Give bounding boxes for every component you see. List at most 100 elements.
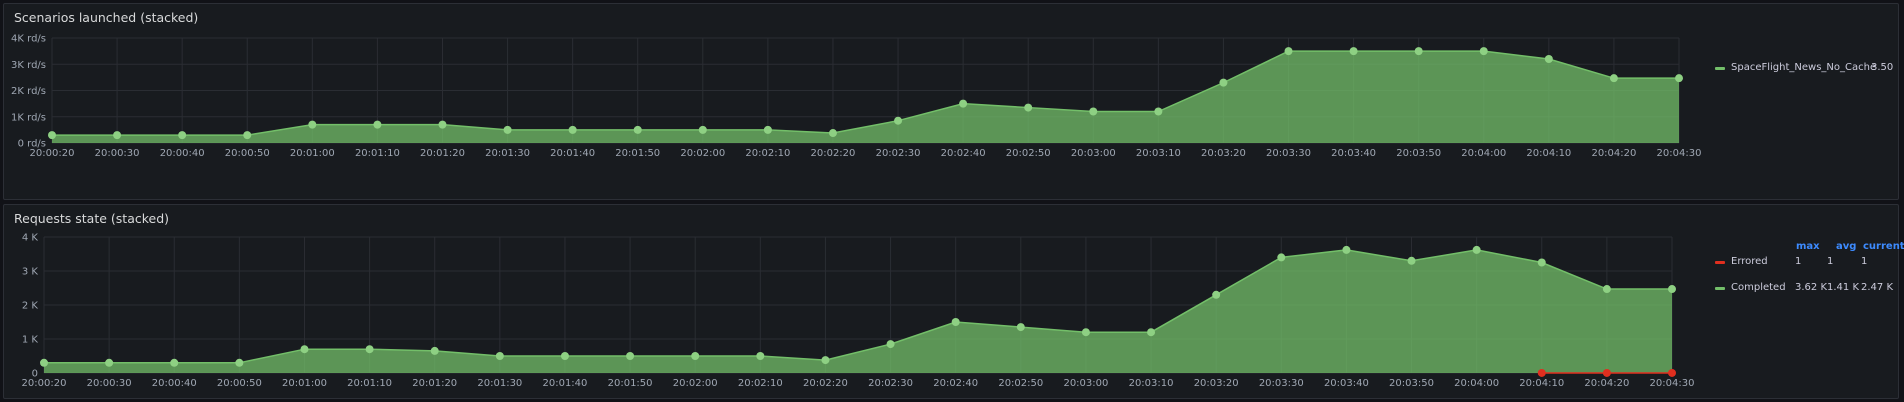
data-point [308, 120, 317, 129]
panel-title[interactable]: Scenarios launched (stacked) [14, 10, 199, 25]
x-tick-label: 20:00:50 [217, 378, 262, 389]
data-point [1147, 328, 1156, 337]
data-point [1016, 323, 1025, 332]
x-tick-label: 20:04:10 [1526, 148, 1571, 159]
data-point [698, 125, 707, 134]
legend-swatch [1715, 287, 1725, 290]
y-tick-label: 2K rd/s [11, 86, 46, 97]
data-point [1349, 47, 1358, 56]
x-tick-label: 20:03:40 [1324, 378, 1369, 389]
data-point [1154, 107, 1163, 116]
x-tick-label: 20:03:20 [1194, 378, 1239, 389]
x-tick-label: 20:02:20 [803, 378, 848, 389]
data-point [763, 125, 772, 134]
x-tick-label: 20:00:20 [22, 378, 67, 389]
x-tick-label: 20:01:00 [282, 378, 327, 389]
data-point [105, 358, 114, 367]
x-tick-label: 20:04:10 [1519, 378, 1564, 389]
x-tick-label: 20:00:30 [87, 378, 132, 389]
x-tick-label: 20:02:00 [680, 148, 725, 159]
x-tick-label: 20:04:00 [1461, 148, 1506, 159]
series-area [44, 249, 1672, 373]
data-point [40, 358, 48, 367]
data-point [568, 125, 577, 134]
panel-title[interactable]: Requests state (stacked) [14, 211, 170, 226]
data-point [1602, 285, 1611, 294]
x-tick-label: 20:01:40 [542, 378, 587, 389]
series-line [44, 249, 1672, 364]
x-tick-label: 20:00:20 [30, 148, 75, 159]
legend-current: 3.50 [1871, 62, 1894, 73]
x-tick-label: 20:02:40 [933, 378, 978, 389]
x-tick-label: 20:01:10 [347, 378, 392, 389]
legend-swatch [1715, 261, 1725, 264]
data-point [300, 345, 309, 354]
data-point [178, 131, 187, 140]
requests-chart: 0 1 K 2 K 3 K 4 K 20:00:20 20:00:30 20:00:40 20:… [22, 233, 1695, 390]
x-tick-label: 20:03:50 [1389, 378, 1434, 389]
legend-header-avg[interactable]: avg [1836, 241, 1857, 252]
legend-current: 2.47 K [1861, 282, 1894, 293]
x-tick-label: 20:00:50 [225, 148, 270, 159]
y-tick-label: 0 rd/s [18, 139, 46, 150]
data-point [1089, 107, 1098, 116]
x-tick-label: 20:02:10 [738, 378, 783, 389]
x-tick-label: 20:04:20 [1584, 378, 1629, 389]
data-point [1219, 78, 1228, 87]
data-point [430, 346, 439, 355]
x-tick-label: 20:03:20 [1201, 148, 1246, 159]
data-point [1544, 55, 1553, 63]
data-point [1342, 245, 1351, 254]
x-tick-label: 20:01:20 [412, 378, 457, 389]
y-tick-label: 4 K [22, 233, 39, 244]
data-point [365, 345, 374, 354]
data-point [243, 131, 252, 140]
x-tick-label: 20:00:40 [152, 378, 197, 389]
data-point [495, 352, 504, 360]
data-point [1414, 47, 1423, 56]
data-point [894, 116, 903, 125]
x-tick-label: 20:02:10 [745, 148, 790, 159]
x-tick-label: 20:00:30 [95, 148, 140, 159]
scenarios-launched-panel: Scenarios launched (stacked) 0 rd/s 1K rd… [3, 3, 1899, 200]
data-point [756, 352, 765, 360]
x-tick-label: 20:03:00 [1071, 148, 1116, 159]
legend-header-current[interactable]: current [1863, 241, 1904, 252]
legend-current: 1 [1861, 256, 1868, 267]
data-point [691, 352, 700, 360]
data-point [113, 131, 122, 140]
x-tick-label: 20:04:00 [1454, 378, 1499, 389]
data-point [1407, 256, 1416, 265]
legend-avg: 1.41 K [1827, 282, 1860, 293]
x-tick-label: 20:03:10 [1136, 148, 1181, 159]
requests-state-panel: Requests state (stacked) 0 1 K 2 K 3 K 4 K 20… [3, 204, 1904, 399]
x-tick-label: 20:02:50 [998, 378, 1043, 389]
data-point [1277, 253, 1286, 262]
legend-header-max[interactable]: max [1796, 241, 1820, 252]
data-point [503, 125, 512, 134]
data-point [1212, 290, 1221, 299]
x-tick-label: 20:01:50 [608, 378, 653, 389]
data-point [626, 352, 635, 360]
data-point [821, 356, 830, 365]
y-tick-label: 3 K [22, 267, 39, 278]
data-point [1668, 285, 1676, 294]
x-tick-label: 20:02:00 [673, 378, 718, 389]
x-tick-label: 20:01:20 [420, 148, 465, 159]
data-point [1675, 74, 1683, 83]
legend-avg: 1 [1827, 256, 1834, 267]
legend-label: Errored [1731, 256, 1768, 267]
x-tick-label: 20:03:00 [1063, 378, 1108, 389]
data-point [373, 120, 382, 129]
y-tick-label: 1 K [22, 335, 39, 346]
legend-label: SpaceFlight_News_No_Cache [1731, 62, 1877, 73]
x-tick-label: 20:01:10 [355, 148, 400, 159]
data-point [170, 358, 179, 367]
x-tick-label: 20:01:00 [290, 148, 335, 159]
data-point [1602, 368, 1611, 377]
data-point [1668, 368, 1676, 377]
x-tick-label: 20:01:30 [485, 148, 530, 159]
legend-label: Completed [1731, 282, 1786, 293]
x-tick-label: 20:03:40 [1331, 148, 1376, 159]
series-line [52, 50, 1679, 136]
